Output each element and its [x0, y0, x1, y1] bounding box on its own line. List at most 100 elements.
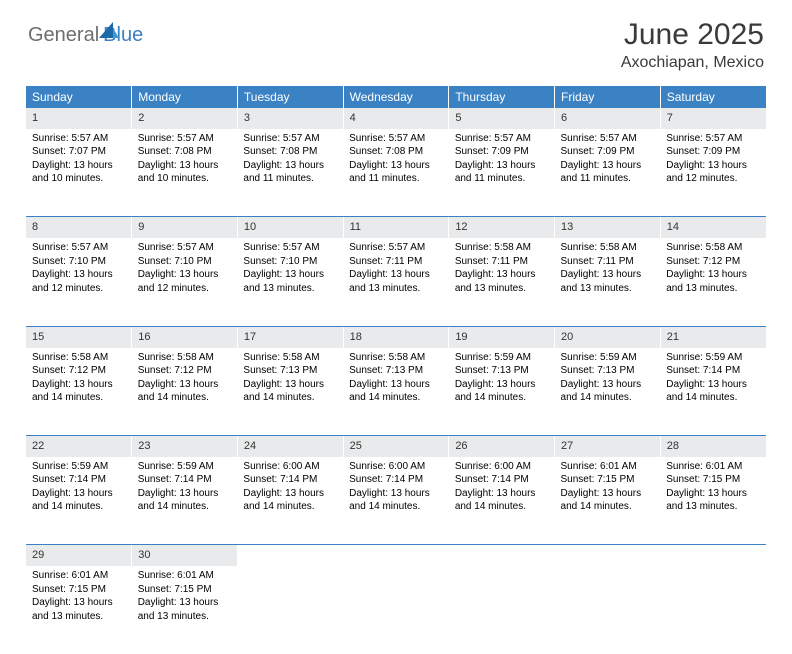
- day-content-cell: Sunrise: 5:59 AMSunset: 7:14 PMDaylight:…: [132, 457, 238, 545]
- daylight-text: Daylight: 13 hours and 13 minutes.: [243, 268, 337, 295]
- sunset-text: Sunset: 7:12 PM: [666, 255, 760, 269]
- sunset-text: Sunset: 7:12 PM: [32, 364, 126, 378]
- daylight-text: Daylight: 13 hours and 11 minutes.: [349, 159, 443, 186]
- sunrise-text: Sunrise: 5:57 AM: [32, 241, 126, 255]
- sunset-text: Sunset: 7:10 PM: [243, 255, 337, 269]
- day-content-cell: [660, 566, 766, 654]
- daylight-text: Daylight: 13 hours and 13 minutes.: [349, 268, 443, 295]
- weekday-header: Wednesday: [343, 86, 449, 108]
- sunset-text: Sunset: 7:14 PM: [666, 364, 760, 378]
- daylight-text: Daylight: 13 hours and 13 minutes.: [455, 268, 549, 295]
- day-number-cell: 17: [237, 326, 343, 347]
- sunset-text: Sunset: 7:15 PM: [561, 473, 655, 487]
- logo: General Blue: [28, 18, 143, 47]
- day-content-cell: Sunrise: 5:57 AMSunset: 7:10 PMDaylight:…: [26, 238, 132, 326]
- daylight-text: Daylight: 13 hours and 14 minutes.: [349, 378, 443, 405]
- daylight-text: Daylight: 13 hours and 12 minutes.: [138, 268, 232, 295]
- day-content-cell: Sunrise: 5:58 AMSunset: 7:11 PMDaylight:…: [449, 238, 555, 326]
- sunrise-text: Sunrise: 6:01 AM: [138, 569, 232, 583]
- daylight-text: Daylight: 13 hours and 14 minutes.: [666, 378, 760, 405]
- day-content-cell: Sunrise: 5:57 AMSunset: 7:08 PMDaylight:…: [343, 129, 449, 217]
- sunrise-text: Sunrise: 6:00 AM: [455, 460, 549, 474]
- day-content-cell: Sunrise: 6:01 AMSunset: 7:15 PMDaylight:…: [555, 457, 661, 545]
- sunrise-text: Sunrise: 5:58 AM: [32, 351, 126, 365]
- sunrise-text: Sunrise: 5:58 AM: [138, 351, 232, 365]
- day-content-cell: Sunrise: 5:57 AMSunset: 7:09 PMDaylight:…: [660, 129, 766, 217]
- day-number-cell: 5: [449, 108, 555, 129]
- daylight-text: Daylight: 13 hours and 14 minutes.: [243, 378, 337, 405]
- daylight-text: Daylight: 13 hours and 13 minutes.: [138, 596, 232, 623]
- day-number-cell: 28: [660, 436, 766, 457]
- day-number-cell: 23: [132, 436, 238, 457]
- location-label: Axochiapan, Mexico: [621, 54, 764, 72]
- day-content-cell: Sunrise: 5:58 AMSunset: 7:13 PMDaylight:…: [237, 348, 343, 436]
- sunset-text: Sunset: 7:14 PM: [455, 473, 549, 487]
- day-content-cell: Sunrise: 5:57 AMSunset: 7:09 PMDaylight:…: [555, 129, 661, 217]
- sunrise-text: Sunrise: 5:57 AM: [561, 132, 655, 146]
- sunrise-text: Sunrise: 5:57 AM: [32, 132, 126, 146]
- calendar-table: Sunday Monday Tuesday Wednesday Thursday…: [26, 86, 766, 654]
- sunrise-text: Sunrise: 5:57 AM: [349, 132, 443, 146]
- sunset-text: Sunset: 7:07 PM: [32, 145, 126, 159]
- weekday-header: Friday: [555, 86, 661, 108]
- day-number-cell: 19: [449, 326, 555, 347]
- sunrise-text: Sunrise: 6:00 AM: [243, 460, 337, 474]
- day-number-cell: 21: [660, 326, 766, 347]
- day-number-cell: 12: [449, 217, 555, 238]
- day-number-cell: 16: [132, 326, 238, 347]
- sunrise-text: Sunrise: 5:59 AM: [666, 351, 760, 365]
- day-number-cell: 26: [449, 436, 555, 457]
- sunset-text: Sunset: 7:14 PM: [32, 473, 126, 487]
- day-content-cell: Sunrise: 5:59 AMSunset: 7:14 PMDaylight:…: [26, 457, 132, 545]
- day-number-cell: [449, 545, 555, 566]
- day-content-cell: Sunrise: 5:57 AMSunset: 7:09 PMDaylight:…: [449, 129, 555, 217]
- day-number-cell: [343, 545, 449, 566]
- day-content-cell: Sunrise: 5:59 AMSunset: 7:13 PMDaylight:…: [449, 348, 555, 436]
- daylight-text: Daylight: 13 hours and 14 minutes.: [349, 487, 443, 514]
- day-number-cell: 13: [555, 217, 661, 238]
- daylight-text: Daylight: 13 hours and 14 minutes.: [138, 378, 232, 405]
- day-number-cell: 24: [237, 436, 343, 457]
- day-number-cell: 6: [555, 108, 661, 129]
- sunset-text: Sunset: 7:10 PM: [32, 255, 126, 269]
- sunrise-text: Sunrise: 5:58 AM: [455, 241, 549, 255]
- sunrise-text: Sunrise: 5:57 AM: [666, 132, 760, 146]
- sunrise-text: Sunrise: 5:57 AM: [138, 241, 232, 255]
- title-block: June 2025 Axochiapan, Mexico: [621, 18, 764, 72]
- sunset-text: Sunset: 7:11 PM: [561, 255, 655, 269]
- weekday-header: Saturday: [660, 86, 766, 108]
- daylight-text: Daylight: 13 hours and 14 minutes.: [561, 378, 655, 405]
- daylight-text: Daylight: 13 hours and 13 minutes.: [561, 268, 655, 295]
- sunrise-text: Sunrise: 5:57 AM: [349, 241, 443, 255]
- sunrise-text: Sunrise: 5:59 AM: [138, 460, 232, 474]
- day-content-cell: Sunrise: 6:01 AMSunset: 7:15 PMDaylight:…: [26, 566, 132, 654]
- day-number-cell: 25: [343, 436, 449, 457]
- sunset-text: Sunset: 7:13 PM: [243, 364, 337, 378]
- day-number-cell: 18: [343, 326, 449, 347]
- daylight-text: Daylight: 13 hours and 13 minutes.: [666, 487, 760, 514]
- sunrise-text: Sunrise: 5:58 AM: [349, 351, 443, 365]
- day-content-cell: Sunrise: 5:58 AMSunset: 7:11 PMDaylight:…: [555, 238, 661, 326]
- day-number-cell: 22: [26, 436, 132, 457]
- logo-text-general: General: [28, 24, 99, 47]
- day-content-cell: Sunrise: 5:58 AMSunset: 7:12 PMDaylight:…: [132, 348, 238, 436]
- day-content-cell: Sunrise: 5:57 AMSunset: 7:10 PMDaylight:…: [237, 238, 343, 326]
- sunset-text: Sunset: 7:13 PM: [455, 364, 549, 378]
- logo-sail-icon: [99, 22, 119, 45]
- day-content-cell: Sunrise: 5:57 AMSunset: 7:10 PMDaylight:…: [132, 238, 238, 326]
- weekday-header: Monday: [132, 86, 238, 108]
- day-content-cell: Sunrise: 6:01 AMSunset: 7:15 PMDaylight:…: [660, 457, 766, 545]
- daylight-text: Daylight: 13 hours and 10 minutes.: [138, 159, 232, 186]
- sunset-text: Sunset: 7:11 PM: [349, 255, 443, 269]
- sunset-text: Sunset: 7:12 PM: [138, 364, 232, 378]
- day-number-row: 1234567: [26, 108, 766, 129]
- sunset-text: Sunset: 7:13 PM: [349, 364, 443, 378]
- sunset-text: Sunset: 7:14 PM: [138, 473, 232, 487]
- sunset-text: Sunset: 7:08 PM: [138, 145, 232, 159]
- day-content-row: Sunrise: 5:59 AMSunset: 7:14 PMDaylight:…: [26, 457, 766, 545]
- day-content-cell: Sunrise: 5:58 AMSunset: 7:12 PMDaylight:…: [660, 238, 766, 326]
- day-number-cell: [555, 545, 661, 566]
- sunset-text: Sunset: 7:09 PM: [561, 145, 655, 159]
- sunset-text: Sunset: 7:09 PM: [455, 145, 549, 159]
- day-content-row: Sunrise: 5:58 AMSunset: 7:12 PMDaylight:…: [26, 348, 766, 436]
